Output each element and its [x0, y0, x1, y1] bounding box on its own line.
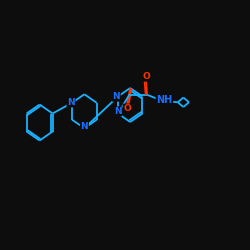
Text: N: N [112, 92, 120, 101]
Text: NH: NH [156, 95, 172, 105]
Text: N: N [80, 122, 88, 131]
Text: O: O [142, 72, 150, 81]
Text: N: N [114, 107, 121, 116]
Text: O: O [123, 104, 131, 113]
Text: N: N [67, 98, 75, 107]
